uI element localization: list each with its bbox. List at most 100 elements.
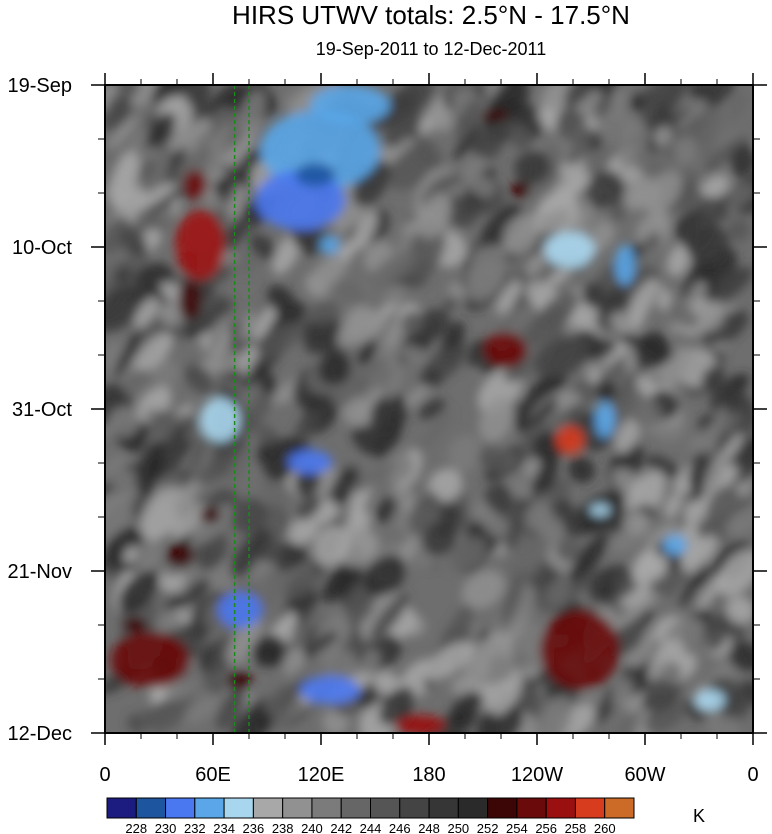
field-patch [555,109,588,142]
field-patch [303,631,339,657]
field-patch [294,468,321,497]
field-patch [172,144,212,193]
field-feature [183,170,207,200]
field-patch [644,697,690,733]
field-patch [524,253,546,276]
field-patch [422,521,456,557]
field-patch [686,225,730,266]
field-patch [113,329,142,379]
field-feature [481,109,509,121]
colorbar-swatch [282,797,313,819]
field-patch [288,515,318,546]
chart-subtitle: 19-Sep-2011 to 12-Dec-2011 [315,39,547,59]
field-patch [608,373,638,430]
colorbar-label: 238 [272,821,294,834]
field-patch [704,405,727,458]
field-patch [711,266,753,303]
field-patch [672,136,698,162]
field-patch [728,641,753,672]
field-patch [191,504,234,544]
field-patch [453,119,482,161]
field-patch [129,85,157,107]
field-patch [176,559,199,596]
field-patch [500,569,526,627]
field-patch [719,432,744,464]
field-patch [703,85,735,104]
field-patch [131,699,175,731]
field-patch [693,301,725,332]
field-patch [226,616,262,664]
field-patch [684,482,725,523]
y-tick-label: 31-Oct [12,399,72,421]
field-patch [373,671,400,695]
field-patch [450,671,476,697]
field-feature [110,632,190,688]
field-patch [622,510,650,535]
x-tick-label: 120W [511,764,563,786]
field-patch [140,486,184,541]
field-patch [108,406,140,438]
field-patch [370,593,409,641]
field-patch [135,182,176,211]
reference-lines [233,85,250,733]
field-patch [122,545,138,564]
field-patch [105,490,130,537]
field-feature [590,504,610,516]
field-patch [357,683,380,709]
field-patch [345,582,376,626]
field-patch [702,454,726,497]
field-patch [645,521,678,546]
field-patch [224,446,253,485]
colorbar-label: 246 [389,821,411,834]
x-tick-label: 60E [195,764,231,786]
field-patch [210,122,230,159]
field-patch [696,520,726,543]
field-patch [375,419,403,460]
field-patch [251,302,277,343]
field-patch [386,365,404,401]
field-feature [320,236,340,254]
field-patch [222,249,240,267]
field-patch [468,174,495,198]
field-patch [524,502,552,531]
x-tick-label: 180 [412,764,445,786]
field-patch [476,703,524,733]
field-patch [466,244,509,295]
field-patch [725,596,753,625]
field-patch [302,321,324,344]
field-feature [545,232,595,268]
colorbar-label: 244 [360,821,382,834]
field-patch [382,285,405,306]
y-tick-label: 19-Sep [8,75,73,97]
field-patch [183,578,211,603]
field-patch [698,106,724,134]
field-patch [338,239,359,260]
field-patch [318,353,351,386]
colorbar-label: 254 [506,821,528,834]
field-patch [570,533,609,580]
field-patch [720,690,751,718]
field-patch [357,339,378,366]
field-patch [400,345,425,364]
y-axis: 19-Sep 10-Oct 31-Oct 21-Nov 12-Dec [8,75,767,745]
field-patch [667,243,691,277]
field-patch [416,308,450,340]
field-patch [137,158,155,181]
field-patch [479,205,523,250]
field-patch [547,268,571,287]
field-patch [305,273,329,299]
field-patch [555,538,582,563]
field-feature [483,332,527,368]
field-patch [290,224,317,257]
field-patch [135,440,166,495]
field-patch [677,156,697,183]
colorbar-label: 248 [418,821,440,834]
field-patch [504,534,549,585]
field-feature [200,398,240,442]
field-patch [254,713,275,733]
y-tick-label: 21-Nov [8,561,72,583]
field-patch [508,125,534,151]
field-patch [717,549,753,597]
field-patch [134,332,173,373]
